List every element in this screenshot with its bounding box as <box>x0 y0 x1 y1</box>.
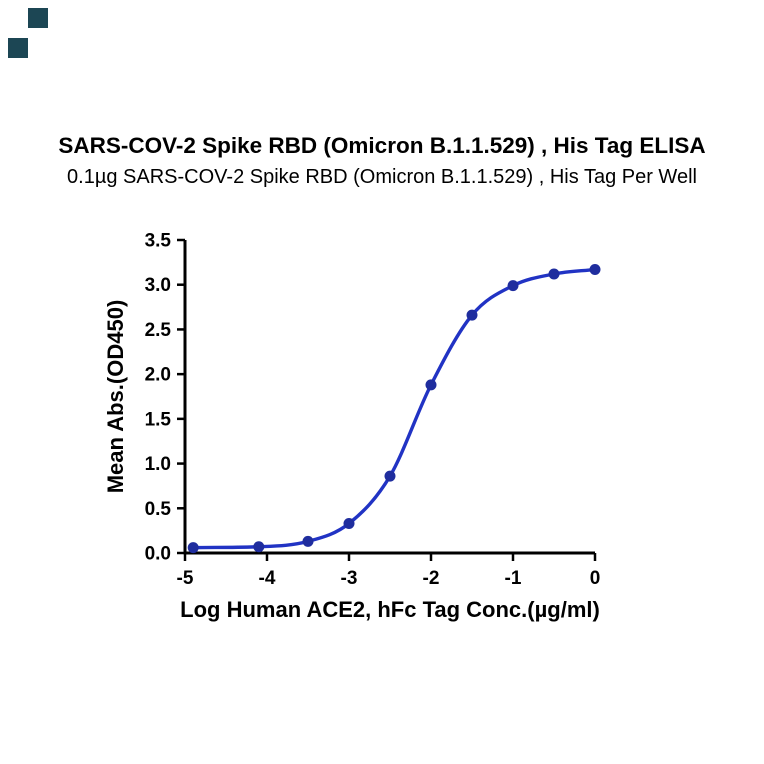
x-tick-label: -5 <box>177 568 194 589</box>
y-tick-label: 3.0 <box>145 275 171 296</box>
decor-square-icon <box>8 38 28 58</box>
y-axis-title: Mean Abs.(OD450) <box>103 300 128 494</box>
y-tick-label: 1.0 <box>145 454 171 475</box>
data-point <box>466 309 478 321</box>
data-point <box>187 542 199 554</box>
y-tick-label: 2.5 <box>145 320 172 341</box>
y-tick-label: 1.5 <box>145 409 172 430</box>
x-tick-label: -4 <box>259 568 276 589</box>
x-tick-label: -1 <box>505 568 522 589</box>
data-point <box>343 517 355 529</box>
data-point <box>548 268 560 280</box>
x-tick-label: -2 <box>423 568 440 589</box>
elisa-binding-chart: -5 -4 -3 -2 -1 0 0.0 0.5 1.0 1.5 2.0 2.5 3.0 3.5 Log H… <box>103 231 601 622</box>
data-point <box>425 379 437 391</box>
y-tick-label: 0.5 <box>145 499 172 520</box>
axes <box>183 240 595 555</box>
decor-square-icon <box>28 8 48 28</box>
data-point <box>253 541 265 553</box>
x-tick-label: 0 <box>590 568 601 589</box>
chart-subtitle: 0.1µg SARS-COV-2 Spike RBD (Omicron B.1.… <box>67 166 697 188</box>
chart-title: SARS-COV-2 Spike RBD (Omicron B.1.1.529)… <box>58 133 706 158</box>
fit-curve <box>191 267 597 550</box>
data-point <box>384 470 396 482</box>
y-tick-label: 0.0 <box>145 544 171 565</box>
x-axis-title: Log Human ACE2, hFc Tag Conc.(µg/ml) <box>180 597 600 622</box>
data-point <box>507 280 519 292</box>
y-tick-label: 2.0 <box>145 365 171 386</box>
x-tick-label: -3 <box>341 568 358 589</box>
data-point <box>589 264 601 276</box>
y-tick-label: 3.5 <box>145 231 172 252</box>
data-point <box>302 535 314 547</box>
